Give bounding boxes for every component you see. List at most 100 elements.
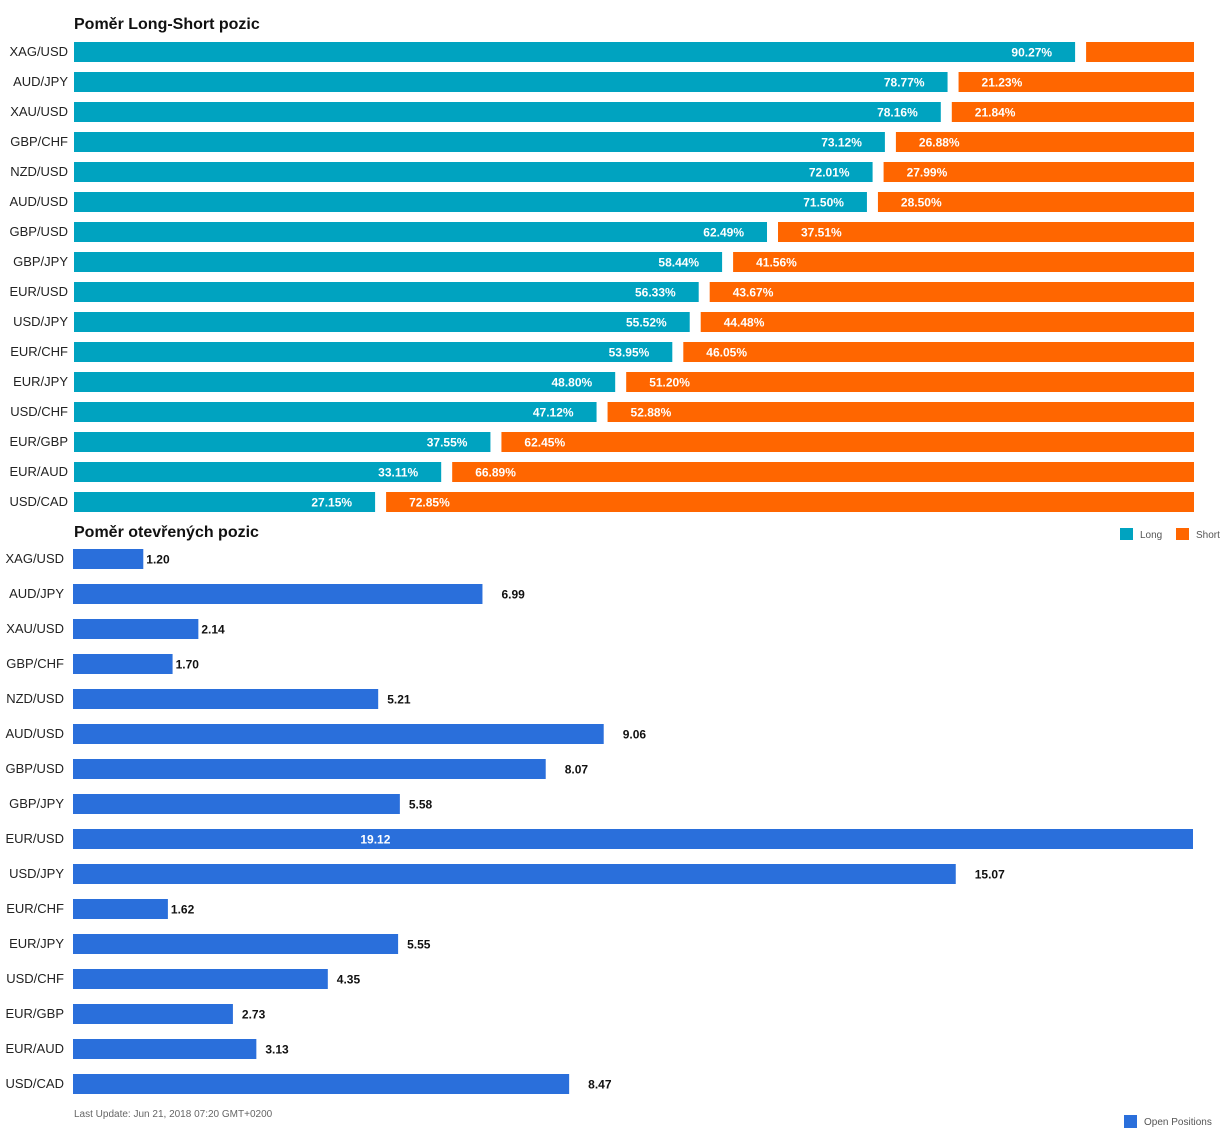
long-value-label-usd-jpy: 55.52%	[626, 316, 667, 330]
long-value-label-xau-usd: 78.16%	[877, 106, 918, 120]
long-bar-xag-usd	[74, 42, 1076, 62]
long-bar-usd-chf	[74, 402, 597, 422]
category-label-gbp-chf: GBP/CHF	[6, 656, 64, 671]
long-short-chart: XAG/USD 90.27% AUD/JPY 78.77% 21.23% XAU/USD 7…	[9, 42, 1194, 512]
open-positions-bar-eur-usd	[73, 829, 1193, 849]
long-bar-aud-jpy	[74, 72, 948, 92]
long-bar-eur-chf	[74, 342, 673, 362]
category-label-gbp-usd: GBP/USD	[5, 761, 64, 776]
short-bar-eur-gbp	[501, 432, 1194, 452]
category-label-usd-jpy: USD/JPY	[13, 314, 68, 329]
open-positions-chart-title: Poměr otevřených pozic	[74, 524, 259, 541]
long-value-label-eur-gbp: 37.55%	[427, 436, 468, 450]
category-label-eur-gbp: EUR/GBP	[9, 434, 68, 449]
short-value-label-xau-usd: 21.84%	[975, 106, 1016, 120]
category-label-nzd-usd: NZD/USD	[6, 691, 64, 706]
long-bar-gbp-jpy	[74, 252, 723, 272]
short-bar-eur-aud	[452, 462, 1194, 482]
short-bar-gbp-usd	[778, 222, 1194, 242]
long-value-label-gbp-usd: 62.49%	[703, 226, 744, 240]
open-positions-bar-xau-usd	[73, 619, 199, 639]
long-value-label-eur-aud: 33.11%	[378, 466, 418, 480]
open-positions-bar-gbp-jpy	[73, 794, 400, 814]
legend-open-positions-label: Open Positions	[1144, 1117, 1212, 1128]
open-positions-bar-eur-jpy	[73, 934, 399, 954]
open-positions-value-label-xag-usd: 1.20	[146, 553, 170, 567]
long-value-label-gbp-chf: 73.12%	[821, 136, 862, 150]
open-positions-bar-gbp-chf	[73, 654, 173, 674]
open-positions-value-label-eur-chf: 1.62	[171, 903, 195, 917]
category-label-usd-chf: USD/CHF	[10, 404, 68, 419]
short-value-label-aud-usd: 28.50%	[901, 196, 942, 210]
open-positions-bar-usd-jpy	[73, 864, 956, 884]
short-value-label-eur-chf: 46.05%	[706, 346, 747, 360]
category-label-usd-cad: USD/CAD	[9, 494, 68, 509]
open-positions-value-label-eur-aud: 3.13	[265, 1043, 289, 1057]
legend-open-positions-swatch	[1124, 1115, 1137, 1128]
open-positions-bar-eur-gbp	[73, 1004, 233, 1024]
long-bar-nzd-usd	[74, 162, 873, 182]
short-bar-usd-jpy	[700, 312, 1194, 332]
category-label-gbp-usd: GBP/USD	[9, 224, 68, 239]
short-value-label-gbp-usd: 37.51%	[801, 226, 842, 240]
category-label-gbp-jpy: GBP/JPY	[13, 254, 68, 269]
legend-short-swatch	[1176, 528, 1189, 540]
open-positions-bar-xag-usd	[73, 549, 144, 569]
long-bar-xau-usd	[74, 102, 941, 122]
category-label-aud-usd: AUD/USD	[9, 194, 68, 209]
open-positions-value-label-gbp-chf: 1.70	[176, 658, 200, 672]
last-update-text: Last Update: Jun 21, 2018 07:20 GMT+0200	[74, 1109, 273, 1120]
open-positions-value-label-eur-gbp: 2.73	[242, 1008, 266, 1022]
open-positions-bar-usd-cad	[73, 1074, 570, 1094]
open-positions-value-label-usd-cad: 8.47	[588, 1078, 612, 1092]
short-value-label-eur-aud: 66.89%	[475, 466, 516, 480]
category-label-gbp-chf: GBP/CHF	[10, 134, 68, 149]
long-value-label-eur-usd: 56.33%	[635, 286, 676, 300]
open-positions-value-label-xau-usd: 2.14	[201, 623, 225, 637]
open-positions-value-label-aud-usd: 9.06	[623, 728, 647, 742]
long-bar-aud-usd	[74, 192, 867, 212]
short-value-label-usd-chf: 52.88%	[631, 406, 672, 420]
short-value-label-eur-gbp: 62.45%	[524, 436, 565, 450]
category-label-aud-usd: AUD/USD	[5, 726, 64, 741]
long-bar-gbp-usd	[74, 222, 768, 242]
open-positions-value-label-usd-chf: 4.35	[337, 973, 361, 987]
long-value-label-eur-jpy: 48.80%	[551, 376, 592, 390]
short-bar-eur-usd	[709, 282, 1194, 302]
short-value-label-usd-cad: 72.85%	[409, 496, 450, 510]
open-positions-legend: Open Positions	[1124, 1115, 1212, 1128]
category-label-usd-cad: USD/CAD	[5, 1076, 64, 1091]
category-label-xau-usd: XAU/USD	[6, 621, 64, 636]
category-label-xag-usd: XAG/USD	[5, 551, 64, 566]
short-bar-eur-jpy	[626, 372, 1194, 392]
short-bar-nzd-usd	[883, 162, 1194, 182]
short-value-label-eur-usd: 43.67%	[733, 286, 774, 300]
category-label-eur-chf: EUR/CHF	[6, 901, 64, 916]
short-bar-xau-usd	[951, 102, 1194, 122]
long-value-label-aud-usd: 71.50%	[803, 196, 844, 210]
open-positions-bar-nzd-usd	[73, 689, 379, 709]
long-bar-usd-jpy	[74, 312, 690, 332]
long-value-label-xag-usd: 90.27%	[1011, 46, 1052, 60]
long-short-legend: Long Short	[1120, 528, 1220, 541]
short-value-label-gbp-jpy: 41.56%	[756, 256, 797, 270]
short-bar-xag-usd	[1086, 42, 1194, 62]
open-positions-bar-aud-jpy	[73, 584, 483, 604]
category-label-eur-usd: EUR/USD	[5, 831, 64, 846]
long-bar-eur-aud	[74, 462, 442, 482]
short-bar-eur-chf	[683, 342, 1194, 362]
short-value-label-nzd-usd: 27.99%	[907, 166, 948, 180]
category-label-aud-jpy: AUD/JPY	[13, 74, 68, 89]
open-positions-chart: XAG/USD 1.20 AUD/JPY 6.99 XAU/USD 2.14 GBP/CHF…	[5, 549, 1193, 1094]
legend-long-swatch	[1120, 528, 1133, 540]
category-label-usd-jpy: USD/JPY	[9, 866, 64, 881]
long-value-label-usd-cad: 27.15%	[311, 496, 352, 510]
short-bar-gbp-jpy	[733, 252, 1194, 272]
open-positions-bar-aud-usd	[73, 724, 604, 744]
open-positions-value-label-nzd-usd: 5.21	[387, 693, 411, 707]
category-label-usd-chf: USD/CHF	[6, 971, 64, 986]
category-label-xau-usd: XAU/USD	[10, 104, 68, 119]
category-label-eur-usd: EUR/USD	[9, 284, 68, 299]
